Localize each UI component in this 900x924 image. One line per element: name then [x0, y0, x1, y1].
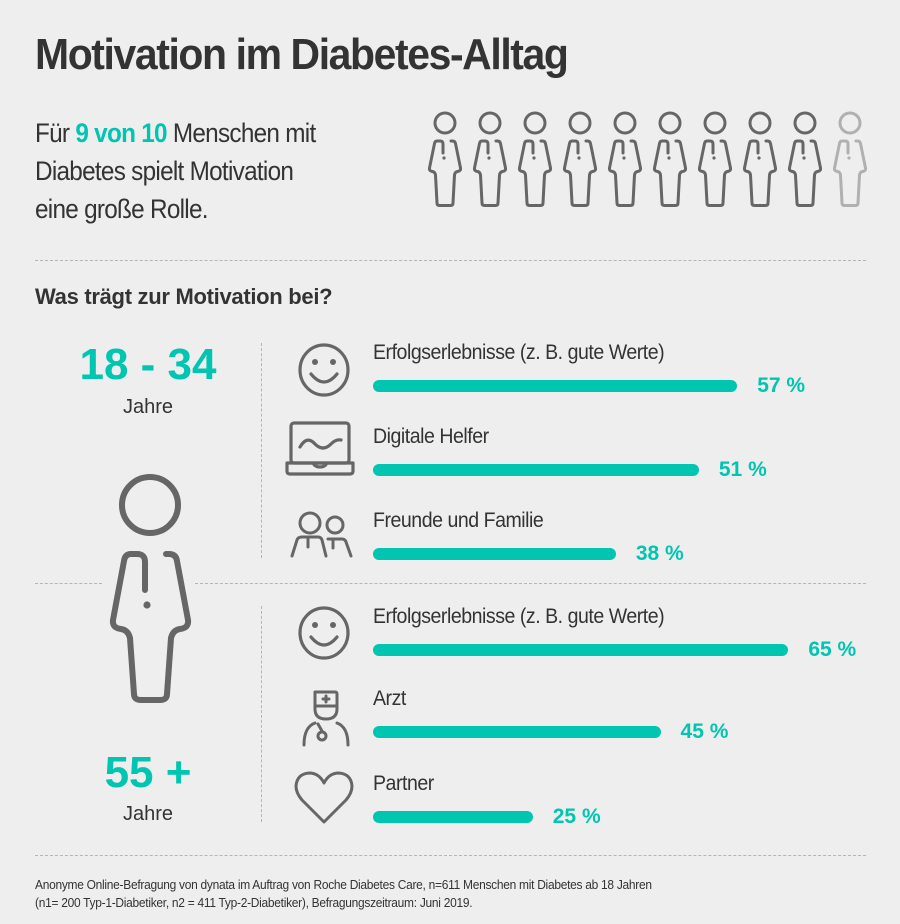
section-title: Was trägt zur Motivation bei? [35, 284, 333, 309]
intro-text: Für 9 von 10 Menschen mit Diabetes spiel… [35, 114, 316, 228]
divider-middle-right [195, 583, 866, 584]
person-icon-highlighted [472, 111, 508, 207]
people-ratio-row [427, 111, 868, 207]
person-icon-highlighted [427, 111, 463, 207]
person-icon-highlighted [787, 111, 823, 207]
footer-line-1: Anonyme Online-Befragung von dynata im A… [35, 877, 652, 892]
intro-line-2: Diabetes spielt Motivation [35, 156, 294, 186]
smiley-icon [296, 605, 352, 666]
intro-suffix: Menschen mit [166, 118, 316, 148]
bar-value-label: 51 % [718, 458, 767, 481]
bar-value-label: 45 % [680, 720, 729, 743]
person-icon-highlighted [742, 111, 778, 207]
bar [373, 380, 738, 392]
person-icon-highlighted [697, 111, 733, 207]
smiley-icon [296, 342, 352, 403]
bar [373, 548, 616, 560]
bar [373, 644, 789, 656]
person-icon-highlighted [517, 111, 553, 207]
person-icon-faded [832, 111, 868, 207]
person-icon-highlighted [652, 111, 688, 207]
bar-category-label: Partner [373, 772, 434, 795]
intro-highlight: 9 von 10 [75, 118, 167, 148]
heart-icon [294, 770, 354, 831]
bar [373, 726, 661, 738]
page-title: Motivation im Diabetes-Alltag [35, 30, 569, 79]
person-figure-icon [109, 474, 192, 703]
age-group-young: 18 - 34 [79, 340, 217, 389]
bar-value-label: 65 % [808, 638, 857, 661]
person-icon-highlighted [607, 111, 643, 207]
bar-category-label: Freunde und Familie [373, 509, 544, 532]
age-group-old-unit: Jahre [122, 803, 174, 825]
divider-top [35, 260, 866, 261]
laptop-icon [285, 420, 355, 483]
footer-line-2: (n1= 200 Typ-1-Diabetiker, n2 = 411 Typ-… [35, 895, 473, 910]
divider-footer [35, 855, 866, 856]
intro-line-1: Für 9 von 10 Menschen mit [35, 114, 316, 152]
doctor-icon [298, 687, 358, 752]
bar-category-label: Erfolgserlebnisse (z. B. gute Werte) [373, 605, 665, 628]
divider-vertical-old [261, 606, 262, 822]
person-icon-highlighted [562, 111, 598, 207]
bar [373, 811, 533, 823]
bar-value-label: 38 % [635, 542, 684, 565]
intro-line-3: eine große Rolle. [35, 194, 209, 224]
divider-middle-left [35, 583, 102, 584]
bar-category-label: Digitale Helfer [373, 425, 489, 448]
bar [373, 464, 699, 476]
age-group-young-unit: Jahre [122, 396, 174, 418]
bar-category-label: Arzt [373, 687, 406, 710]
group-icon [288, 510, 358, 565]
bar-category-label: Erfolgserlebnisse (z. B. gute Werte) [373, 341, 665, 364]
bar-value-label: 25 % [552, 805, 601, 828]
bar-value-label: 57 % [757, 374, 806, 397]
age-group-old: 55 + [104, 748, 192, 797]
divider-vertical-young [261, 343, 262, 558]
footer-note: Anonyme Online-Befragung von dynata im A… [35, 876, 652, 912]
intro-prefix: Für [35, 118, 76, 148]
